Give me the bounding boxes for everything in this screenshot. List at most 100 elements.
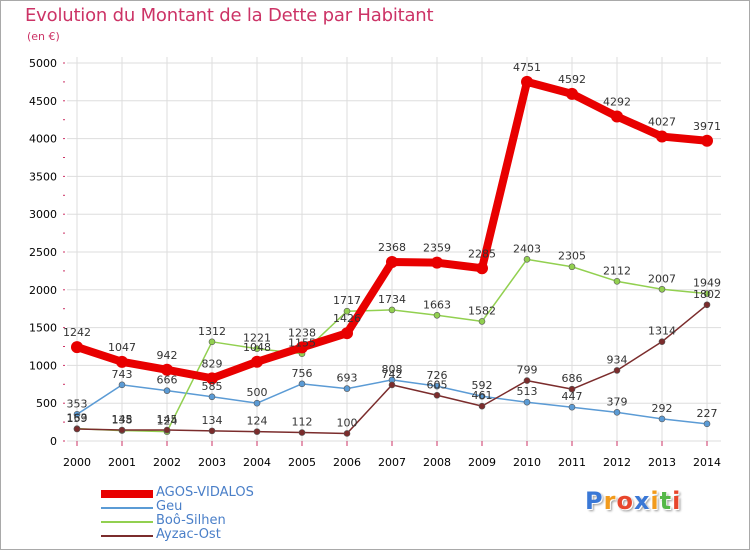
- logo-letter: i: [650, 487, 660, 515]
- logo-letter: o: [616, 487, 634, 515]
- data-point: [298, 380, 306, 388]
- data-label: 666: [157, 374, 178, 387]
- y-tick-label: 500: [36, 397, 57, 410]
- data-label: 1312: [198, 325, 226, 338]
- data-label: 1717: [333, 294, 361, 307]
- data-label: 1949: [693, 277, 721, 290]
- data-label: 145: [112, 413, 133, 426]
- y-tick-label: 4500: [29, 95, 57, 108]
- data-point: [703, 420, 711, 428]
- data-label: 1238: [288, 326, 316, 339]
- data-label: 1426: [333, 312, 361, 325]
- data-label: 227: [697, 407, 718, 420]
- data-label: 2007: [648, 272, 676, 285]
- legend-swatch: [101, 529, 153, 543]
- data-label: 1221: [243, 332, 271, 345]
- x-tick-label: 2005: [288, 456, 316, 469]
- data-point: [73, 411, 81, 418]
- data-label: 2305: [558, 250, 586, 263]
- data-label: 4292: [603, 96, 631, 109]
- data-label: 292: [652, 402, 673, 415]
- legend-label: Ayzac-Ost: [156, 527, 221, 542]
- data-point: [568, 403, 576, 411]
- data-label: 1734: [378, 293, 406, 306]
- data-point: [433, 391, 441, 399]
- data-label: 134: [202, 414, 223, 427]
- data-label: 686: [562, 372, 583, 385]
- data-label: 112: [292, 416, 313, 429]
- x-tick-label: 2010: [513, 456, 541, 469]
- x-tick-label: 2006: [333, 456, 361, 469]
- data-label: 2368: [378, 241, 406, 254]
- data-label: 500: [247, 386, 268, 399]
- legend-swatch: [101, 487, 153, 501]
- proxiti-logo: Proxiti: [585, 487, 681, 515]
- legend-item: AGOS-VIDALOS: [101, 485, 401, 501]
- data-point: [703, 301, 711, 309]
- data-label: 1048: [243, 341, 271, 354]
- x-tick-label: 2014: [693, 456, 721, 469]
- data-point: [658, 285, 666, 293]
- data-point: [163, 426, 171, 434]
- data-label: 2285: [468, 247, 496, 260]
- data-point: [251, 355, 263, 368]
- data-point: [296, 341, 308, 354]
- legend-label: Geu: [156, 499, 183, 514]
- legend-swatch: [101, 501, 153, 515]
- x-tick-label: 2013: [648, 456, 676, 469]
- data-point: [658, 338, 666, 345]
- data-point: [388, 381, 396, 389]
- y-tick-label: 2500: [29, 246, 57, 259]
- data-label: 159: [67, 412, 88, 425]
- data-point: [388, 306, 396, 314]
- data-label: 2403: [513, 242, 541, 255]
- data-point: [478, 392, 486, 400]
- data-point: [253, 428, 261, 435]
- data-label: 1802: [693, 288, 721, 301]
- data-point: [206, 372, 218, 385]
- legend-item: Boô-Silhen: [101, 513, 401, 529]
- data-label: 1663: [423, 298, 451, 311]
- x-tick-label: 2008: [423, 456, 451, 469]
- data-label: 461: [472, 389, 493, 402]
- data-label: 726: [427, 369, 448, 382]
- data-label: 138: [112, 414, 133, 427]
- data-labels: 353 743 666 585 500 756 693 808 726 592 513 447 379 2…: [63, 61, 721, 430]
- data-point: [568, 385, 576, 393]
- data-label: 1155: [288, 337, 316, 350]
- data-label: 1047: [108, 341, 136, 354]
- data-point: [386, 255, 398, 268]
- data-label: 592: [472, 379, 493, 392]
- data-label: 1314: [648, 325, 676, 338]
- data-label: 829: [202, 357, 223, 370]
- x-tick-label: 2000: [63, 456, 91, 469]
- data-point: [523, 398, 531, 406]
- legend-label: Boô-Silhen: [156, 513, 226, 528]
- data-point: [658, 415, 666, 423]
- data-point: [343, 307, 351, 315]
- data-point: [611, 110, 623, 123]
- data-point: [73, 425, 81, 433]
- x-tick-label: 2001: [108, 456, 136, 469]
- data-label: 124: [157, 415, 178, 428]
- data-point: [433, 382, 441, 390]
- y-tick-label: 0: [50, 435, 57, 448]
- data-label: 447: [562, 390, 583, 403]
- data-point: [253, 399, 261, 407]
- data-point: [613, 409, 621, 416]
- data-point: [613, 278, 621, 285]
- data-label: 4027: [648, 116, 676, 129]
- data-label: 1242: [63, 326, 91, 339]
- data-point: [478, 402, 486, 410]
- data-label: 513: [517, 385, 538, 398]
- data-label: 353: [67, 397, 88, 410]
- logo-letter: r: [603, 487, 617, 515]
- logo-letter: i: [672, 487, 682, 515]
- x-tick-label: 2003: [198, 456, 226, 469]
- data-point: [253, 345, 261, 352]
- data-label: 163: [67, 412, 88, 425]
- x-tick-label: 2004: [243, 456, 271, 469]
- data-point: [656, 130, 668, 143]
- y-tick-label: 5000: [29, 57, 57, 70]
